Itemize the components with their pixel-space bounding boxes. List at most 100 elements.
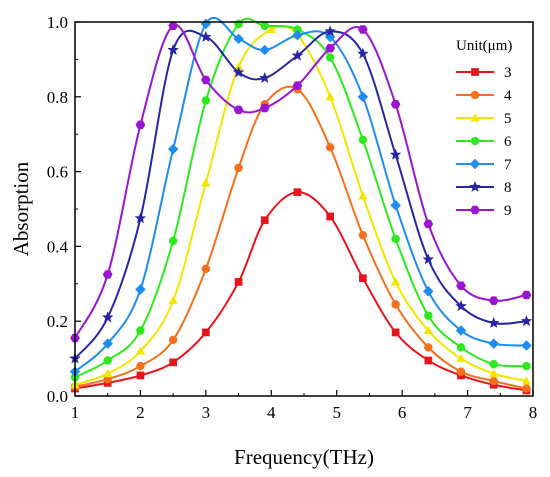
legend-marker-9: [470, 205, 480, 215]
data-point-7: [233, 33, 244, 45]
series-layer: [69, 16, 533, 395]
legend-marker-7: [469, 158, 481, 170]
data-point-3: [202, 328, 210, 337]
data-point-9: [488, 296, 499, 305]
data-point-9: [233, 105, 244, 115]
data-point-5: [390, 277, 401, 286]
data-point-4: [391, 300, 400, 309]
x-tick-label: 4: [267, 403, 276, 422]
series-8: [69, 25, 533, 364]
data-point-9: [456, 281, 466, 290]
legend-item-6: 6: [456, 134, 512, 150]
x-axis-title: Frequency(THz): [234, 445, 374, 469]
data-point-5: [325, 92, 335, 101]
legend-title: Unit(μm): [456, 38, 512, 54]
data-point-7: [357, 91, 369, 103]
data-point-3: [169, 358, 177, 367]
data-point-8: [356, 47, 369, 59]
y-tick-label: 0.8: [47, 88, 68, 107]
x-tick-label: 1: [71, 403, 80, 422]
data-point-7: [259, 44, 271, 56]
data-point-3: [326, 212, 335, 221]
data-point-9: [200, 75, 211, 85]
y-tick-label: 1.0: [47, 13, 68, 32]
data-point-7: [102, 338, 114, 349]
series-9: [70, 21, 532, 343]
data-point-8: [324, 25, 337, 37]
data-point-6: [136, 326, 145, 335]
legend-label-8: 8: [504, 180, 512, 196]
series-line-4: [74, 85, 527, 390]
ticks-layer: 1 2 3 4 5 6 7 8 0.0 0.2 0.4 0.6 0.8 1.0: [47, 13, 538, 422]
data-point-6: [103, 356, 112, 365]
data-point-3: [234, 278, 243, 286]
data-point-7: [455, 325, 467, 336]
legend-label-3: 3: [504, 65, 512, 81]
data-point-6: [234, 19, 243, 29]
legend-marker-4: [470, 90, 480, 100]
data-point-6: [424, 311, 433, 320]
data-point-8: [232, 66, 245, 78]
data-point-8: [258, 71, 271, 84]
data-point-5: [488, 368, 499, 378]
data-point-9: [168, 21, 179, 30]
legend-item-4: 4: [456, 88, 512, 104]
x-tick-label: 2: [136, 403, 145, 422]
data-point-4: [201, 264, 211, 274]
data-point-3: [136, 371, 145, 380]
data-point-7: [422, 285, 434, 297]
data-point-9: [135, 120, 146, 130]
data-point-6: [168, 236, 178, 246]
series-line-7: [74, 16, 527, 373]
legend-label-6: 6: [504, 134, 512, 150]
data-point-6: [391, 234, 400, 244]
legend-item-9: 9: [456, 203, 512, 219]
data-point-8: [487, 316, 500, 329]
y-axis-title: Absorption: [9, 161, 33, 256]
data-point-5: [423, 325, 434, 335]
data-point-5: [358, 191, 368, 200]
y-tick-label: 0.6: [47, 163, 68, 182]
x-tick-label: 5: [332, 403, 341, 422]
legend-label-7: 7: [504, 157, 512, 173]
data-point-3: [391, 328, 400, 337]
data-point-8: [199, 30, 212, 42]
legend-marker-8: [469, 180, 481, 193]
data-point-5: [168, 295, 178, 305]
data-point-4: [325, 143, 335, 152]
legend-item-3: 3: [456, 65, 512, 81]
data-point-5: [201, 178, 211, 187]
x-tick-label: 3: [202, 403, 211, 422]
data-point-9: [390, 100, 401, 109]
data-point-9: [423, 219, 434, 229]
data-point-9: [102, 270, 113, 279]
data-point-4: [489, 376, 498, 386]
data-point-4: [234, 163, 243, 173]
legend-marker-6: [470, 136, 480, 146]
data-point-9: [358, 25, 368, 34]
data-point-6: [260, 21, 269, 30]
legend-marker-5: [470, 113, 480, 122]
y-tick-label: 0.4: [47, 237, 69, 256]
data-point-7: [488, 338, 500, 349]
data-point-8: [101, 311, 114, 323]
data-point-6: [456, 343, 466, 352]
data-point-5: [266, 24, 277, 34]
legend-item-7: 7: [456, 157, 512, 173]
data-point-8: [422, 253, 435, 265]
data-point-4: [358, 230, 368, 240]
data-point-8: [291, 49, 304, 61]
data-point-3: [359, 274, 367, 283]
data-point-8: [134, 212, 147, 224]
data-point-9: [521, 290, 532, 300]
data-point-7: [167, 143, 179, 155]
y-tick-label: 0.2: [47, 312, 68, 331]
data-point-6: [325, 53, 335, 62]
data-point-7: [521, 340, 532, 351]
data-point-6: [358, 135, 368, 145]
legend-label-5: 5: [504, 111, 512, 127]
data-point-3: [260, 216, 269, 225]
legend-marker-3: [471, 68, 479, 76]
data-point-6: [489, 359, 498, 369]
